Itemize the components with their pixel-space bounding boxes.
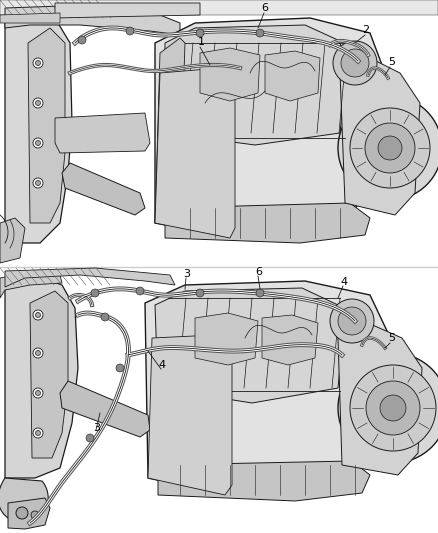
Polygon shape (0, 218, 25, 263)
Polygon shape (5, 5, 180, 35)
Circle shape (35, 61, 40, 66)
Circle shape (33, 388, 43, 398)
Circle shape (35, 391, 40, 395)
Circle shape (35, 101, 40, 106)
Text: 1: 1 (198, 37, 205, 47)
Text: 6: 6 (255, 267, 262, 277)
Circle shape (341, 49, 369, 77)
Polygon shape (165, 203, 370, 243)
Polygon shape (158, 461, 370, 501)
Polygon shape (5, 8, 72, 243)
Circle shape (35, 431, 40, 435)
Circle shape (196, 29, 204, 37)
Circle shape (136, 287, 144, 295)
Polygon shape (200, 48, 260, 101)
Circle shape (33, 98, 43, 108)
Circle shape (380, 395, 406, 421)
Circle shape (35, 141, 40, 146)
Circle shape (33, 348, 43, 358)
Polygon shape (145, 281, 388, 495)
Circle shape (116, 364, 124, 372)
Polygon shape (155, 18, 385, 238)
Polygon shape (62, 163, 145, 215)
Polygon shape (55, 113, 150, 153)
Polygon shape (0, 0, 438, 15)
Circle shape (256, 289, 264, 297)
Circle shape (101, 313, 109, 321)
Circle shape (338, 353, 438, 463)
Circle shape (31, 511, 39, 519)
Circle shape (338, 96, 438, 200)
Circle shape (256, 29, 264, 37)
Polygon shape (148, 335, 232, 495)
Circle shape (126, 27, 134, 35)
Polygon shape (30, 291, 68, 458)
Polygon shape (5, 268, 175, 287)
Text: 4: 4 (340, 277, 347, 287)
Polygon shape (340, 58, 420, 215)
Circle shape (350, 365, 436, 451)
Circle shape (33, 58, 43, 68)
Circle shape (350, 108, 430, 188)
Circle shape (330, 299, 374, 343)
Circle shape (78, 36, 86, 44)
Text: 6: 6 (261, 3, 268, 13)
Circle shape (16, 507, 28, 519)
Polygon shape (195, 313, 258, 365)
Circle shape (35, 181, 40, 185)
Circle shape (33, 428, 43, 438)
Circle shape (33, 178, 43, 188)
Circle shape (333, 41, 377, 85)
Circle shape (33, 310, 43, 320)
Polygon shape (155, 38, 185, 223)
Text: 2: 2 (362, 25, 369, 35)
Circle shape (35, 351, 40, 356)
Polygon shape (60, 381, 150, 437)
Polygon shape (28, 28, 65, 223)
Text: 3: 3 (183, 269, 190, 279)
Polygon shape (0, 13, 60, 23)
Text: 3: 3 (93, 423, 100, 433)
Polygon shape (0, 478, 48, 523)
Polygon shape (5, 275, 78, 478)
Circle shape (378, 136, 402, 160)
Text: 4: 4 (158, 360, 165, 370)
Polygon shape (0, 273, 62, 298)
Circle shape (196, 289, 204, 297)
Circle shape (91, 289, 99, 297)
Polygon shape (8, 498, 50, 529)
Polygon shape (338, 323, 422, 475)
Polygon shape (155, 288, 342, 403)
Text: 5: 5 (388, 57, 395, 67)
Circle shape (338, 307, 366, 335)
Polygon shape (265, 51, 320, 101)
Polygon shape (165, 25, 345, 145)
Polygon shape (262, 315, 318, 365)
Circle shape (35, 312, 40, 318)
Circle shape (86, 434, 94, 442)
Text: 5: 5 (388, 333, 395, 343)
Circle shape (33, 138, 43, 148)
Polygon shape (55, 3, 200, 18)
Circle shape (366, 381, 420, 435)
Circle shape (365, 123, 415, 173)
Polygon shape (155, 68, 235, 238)
